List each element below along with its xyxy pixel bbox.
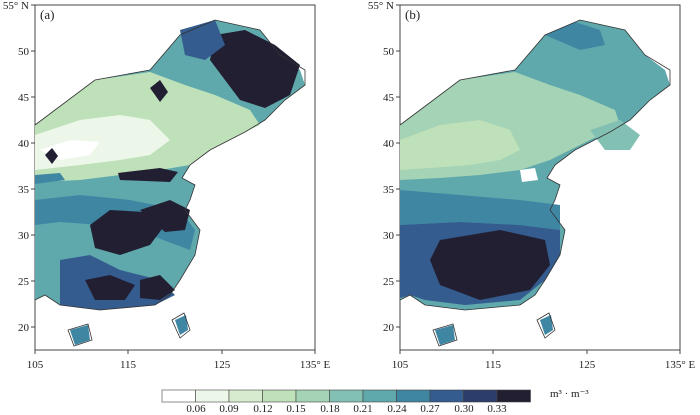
colorbar-tick-label: 0.27: [420, 403, 440, 415]
y-tick-label: 55° N: [3, 0, 29, 12]
panel-b-x-tick-labels: 105 115 125 135° E: [392, 359, 696, 371]
colorbar: 0.06 0.09 0.12 0.15 0.18 0.21 0.24 0.27 …: [161, 388, 589, 415]
colorbar-swatch: [463, 389, 498, 403]
x-tick-label: 135° E: [665, 359, 696, 371]
colorbar-swatch: [161, 389, 196, 403]
panel-a-moisture-field: [35, 20, 305, 345]
colorbar-swatch: [329, 389, 364, 403]
panel-b: (b) 55° N 50 45 40 35 30 25 20 105 115 1…: [368, 0, 696, 371]
colorbar-tick-label: 0.30: [454, 403, 474, 415]
y-tick-label: 25: [383, 276, 395, 288]
colorbar-swatch: [429, 389, 464, 403]
panel-a-x-tick-labels: 105 115 125 135° E: [27, 359, 331, 371]
colorbar-swatches: [161, 389, 531, 403]
colorbar-swatch: [396, 389, 431, 403]
y-tick-label: 40: [383, 138, 395, 150]
panel-b-y-tick-labels: 55° N 50 45 40 35 30 25 20: [368, 0, 395, 334]
x-tick-label: 105: [392, 359, 409, 371]
colorbar-swatch: [295, 389, 330, 403]
panel-a-y-tick-labels: 55° N 50 45 40 35 30 25 20: [3, 0, 30, 334]
panel-b-coastlines: [399, 19, 671, 347]
colorbar-tick-label: 0.06: [186, 403, 206, 415]
panel-a-label: (a): [40, 7, 54, 22]
y-tick-label: 20: [18, 322, 30, 334]
x-tick-label: 105: [27, 359, 44, 371]
y-tick-label: 20: [383, 322, 395, 334]
panel-a-coastlines: [34, 19, 306, 347]
panel-b-ticks: [396, 4, 681, 354]
y-tick-label: 50: [18, 46, 30, 58]
x-tick-label: 125: [579, 359, 596, 371]
colorbar-swatch: [496, 389, 531, 403]
y-tick-label: 45: [18, 92, 30, 104]
y-tick-label: 25: [18, 276, 30, 288]
y-tick-label: 45: [383, 92, 395, 104]
colorbar-tick-label: 0.15: [286, 403, 306, 415]
panel-b-moisture-field: [400, 20, 670, 345]
x-tick-label: 115: [120, 359, 137, 371]
colorbar-swatch: [362, 389, 397, 403]
panel-a: (a) 55° N 50 45 40 35 30 25 20 105 115 1…: [3, 0, 331, 371]
y-tick-label: 35: [383, 184, 395, 196]
colorbar-tick-label: 0.18: [320, 403, 340, 415]
colorbar-swatch: [228, 389, 263, 403]
y-tick-label: 40: [18, 138, 30, 150]
y-tick-label: 30: [383, 230, 395, 242]
colorbar-tick-label: 0.33: [487, 403, 507, 415]
panel-a-ticks: [31, 4, 316, 354]
colorbar-tick-label: 0.09: [219, 403, 239, 415]
colorbar-unit-label: m³ · m⁻³: [550, 388, 589, 400]
y-tick-label: 50: [383, 46, 395, 58]
x-tick-label: 135° E: [300, 359, 331, 371]
y-tick-label: 30: [18, 230, 30, 242]
colorbar-tick-labels: 0.06 0.09 0.12 0.15 0.18 0.21 0.24 0.27 …: [186, 403, 507, 415]
colorbar-tick-label: 0.21: [353, 403, 372, 415]
colorbar-tick-label: 0.24: [387, 403, 407, 415]
y-tick-label: 35: [18, 184, 30, 196]
panel-b-label: (b): [405, 7, 420, 22]
colorbar-swatch: [262, 389, 297, 403]
colorbar-swatch: [195, 389, 230, 403]
y-tick-label: 55° N: [368, 0, 394, 12]
colorbar-tick-label: 0.12: [253, 403, 272, 415]
x-tick-label: 115: [485, 359, 502, 371]
x-tick-label: 125: [214, 359, 231, 371]
